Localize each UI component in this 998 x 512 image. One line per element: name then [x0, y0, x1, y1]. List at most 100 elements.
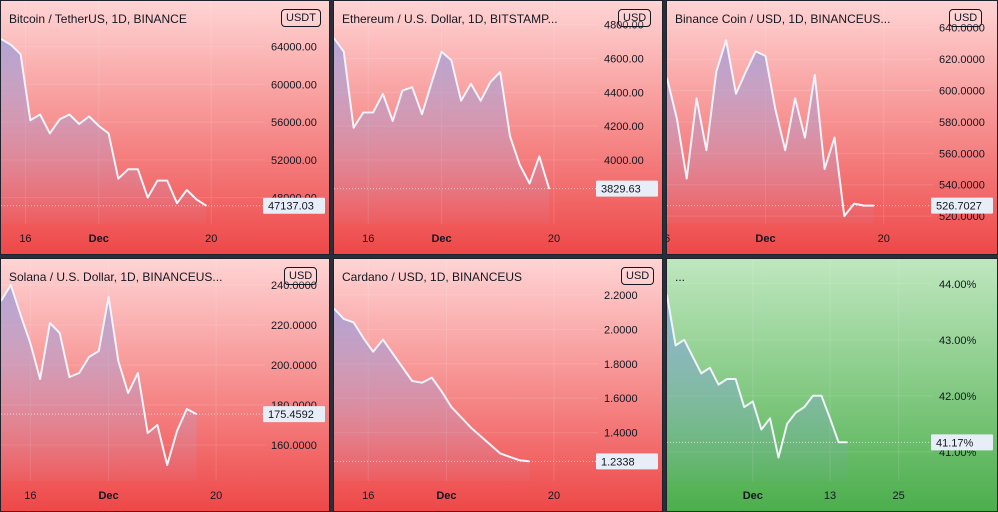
data-point	[441, 390, 443, 392]
x-tick-label: 20	[205, 233, 217, 245]
panel-title: Solana / U.S. Dollar, 1D, BINANCEUS...	[9, 270, 223, 284]
y-tick-label: 60000.00	[271, 79, 317, 91]
data-point	[743, 406, 745, 408]
data-point	[108, 296, 110, 298]
data-point	[88, 115, 90, 117]
data-point	[683, 339, 685, 341]
last-value-box	[263, 197, 325, 214]
data-point	[803, 406, 805, 408]
data-point	[334, 37, 335, 39]
y-tick-label: 56000.00	[271, 117, 317, 129]
last-value-text: 526.7027	[936, 201, 982, 213]
data-point	[176, 430, 178, 432]
data-point	[863, 205, 865, 207]
data-point	[441, 51, 443, 53]
y-tick-label: 64000.00	[271, 42, 317, 54]
data-point	[829, 417, 831, 419]
data-point	[675, 344, 677, 346]
data-point	[735, 93, 737, 95]
data-point	[343, 51, 345, 53]
data-point	[156, 180, 158, 182]
chart-panel-bitcoin[interactable]: 64000.0060000.0056000.0052000.0048000.00…	[0, 0, 330, 255]
currency-badge[interactable]: USDT	[281, 9, 321, 27]
data-point	[186, 189, 188, 191]
chart-svg: 640.0000620.0000600.0000580.0000560.0000…	[667, 1, 997, 254]
data-point	[812, 395, 814, 397]
x-tick-label: 20	[548, 233, 560, 245]
series-line	[1, 38, 207, 207]
data-point	[717, 384, 720, 386]
y-tick-label: 200.0000	[271, 360, 317, 372]
y-tick-label: 1.6000	[604, 393, 638, 405]
x-tick-label: 13	[824, 490, 836, 502]
y-tick-label: 4000.00	[604, 155, 644, 167]
data-point	[820, 395, 823, 397]
data-point	[725, 39, 727, 41]
series-line	[667, 294, 848, 459]
data-point	[814, 74, 816, 76]
y-tick-label: 4600.00	[604, 53, 644, 65]
data-point	[450, 59, 452, 61]
series-area	[667, 295, 848, 481]
x-tick-label: 20	[878, 233, 890, 245]
y-tick-label: 52000.00	[271, 155, 317, 167]
x-tick-label: 6	[667, 233, 670, 245]
data-point	[382, 93, 384, 95]
data-point	[362, 111, 364, 114]
data-point	[509, 135, 511, 137]
data-point	[499, 452, 501, 454]
data-point	[343, 318, 345, 320]
chart-svg: 64000.0060000.0056000.0052000.0048000.00…	[1, 1, 329, 254]
panel-title: ...	[675, 270, 686, 284]
last-value-label: 3829.63	[596, 180, 658, 197]
chart-panel-solana[interactable]: 240.0000 220.0000 200.0000 180.0000 160.0000…	[0, 258, 330, 512]
currency-badge[interactable]: USD	[618, 9, 652, 27]
chart-svg: 2.2000 2.0000 1.8000 1.6000 1.4000 1.2338 16 De…	[334, 259, 662, 511]
data-point	[20, 53, 22, 55]
last-value-text: 3829.63	[601, 184, 641, 196]
series-area	[1, 39, 207, 224]
data-point	[774, 108, 776, 110]
currency-badge[interactable]: USD	[621, 267, 655, 285]
y-tick-label: 2.2000	[604, 290, 638, 302]
data-point	[166, 180, 168, 182]
data-point	[460, 416, 462, 418]
chart-panel-binance-coin[interactable]: 640.0000 620.0000 600.0000 580.0000 560.0000…	[666, 0, 998, 255]
data-point	[700, 372, 702, 374]
data-point	[392, 352, 394, 354]
data-point	[692, 356, 694, 358]
y-tick-label: 1.8000	[604, 359, 638, 371]
chart-svg: 44.00%43.00%42.00%41.00%41.17%Dec 13 25	[667, 259, 997, 511]
last-value-box	[596, 453, 658, 470]
data-point	[686, 177, 688, 180]
data-point	[795, 412, 797, 414]
last-value-text: 175.4592	[268, 409, 314, 421]
data-point	[147, 432, 149, 434]
data-point	[1, 38, 2, 40]
data-point	[431, 81, 433, 83]
chart-panel-percent[interactable]: 44.00% 43.00% 42.00% 41.00% 41.17% Dec 13 25 ..…	[666, 258, 998, 512]
series-area	[334, 38, 550, 225]
data-point	[362, 337, 364, 339]
data-point	[39, 378, 41, 380]
data-point	[411, 86, 413, 88]
data-point	[29, 342, 31, 344]
data-point	[382, 339, 384, 341]
currency-badge[interactable]: USD	[284, 267, 318, 285]
x-tick-label: 16	[362, 233, 374, 245]
chart-panel-cardano[interactable]: 2.2000 2.0000 1.8000 1.6000 1.4000 1.2338 16 De…	[333, 258, 663, 512]
data-point	[760, 428, 762, 431]
data-point	[470, 427, 472, 429]
data-point	[68, 113, 70, 116]
data-point	[59, 118, 61, 120]
x-tick-label: 16	[362, 490, 374, 502]
data-point	[752, 400, 754, 402]
data-point	[833, 137, 836, 139]
data-point	[176, 202, 178, 204]
data-point	[10, 284, 12, 286]
x-tick-label: 16	[19, 233, 31, 245]
last-value-label: 175.4592	[263, 406, 325, 423]
currency-badge[interactable]: USD	[949, 9, 983, 27]
chart-panel-ethereum[interactable]: 4800.00 4600.00 4400.00 4200.00 4000.00 3829.…	[333, 0, 663, 255]
